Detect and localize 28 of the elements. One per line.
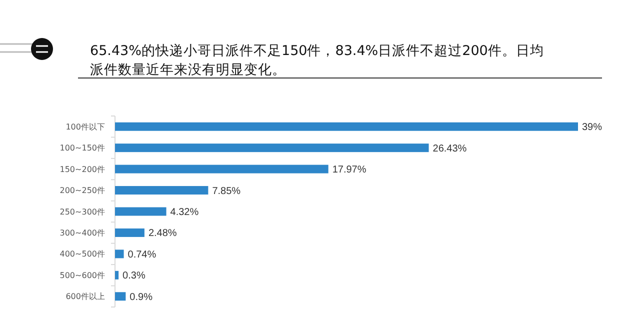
bar (115, 207, 166, 216)
data-label: 2.48% (148, 228, 177, 240)
data-label: 0.9% (130, 292, 153, 303)
data-label: 4.32% (170, 207, 199, 218)
y-tick-label: 200~250件 (60, 186, 105, 196)
data-label: 7.85% (212, 186, 241, 197)
bar (115, 270, 119, 280)
chart-title: 65.43%的快递小哥日派件不足150件，83.4%日派件不超过200件。日均派件数量近年来没有明显变化。 (90, 43, 544, 78)
y-tick-label: 300~400件 (60, 228, 105, 238)
y-tick-label: 400~500件 (60, 250, 105, 259)
data-label: 26.43% (432, 143, 467, 154)
bar (115, 122, 578, 131)
bar (115, 250, 124, 258)
bar (115, 228, 144, 237)
data-label: 0.3% (122, 270, 146, 282)
bar (115, 186, 208, 195)
y-tick-label: 250~300件 (60, 207, 105, 216)
data-label: 0.74% (128, 249, 156, 260)
bar (115, 144, 429, 152)
bar (115, 292, 126, 301)
y-tick-label: 100件以下 (66, 122, 105, 132)
data-label: 39% (582, 122, 602, 134)
y-tick-label: 500~600件 (60, 270, 105, 280)
y-tick-label: 100~150件 (60, 144, 105, 153)
data-label: 17.97% (332, 164, 366, 176)
y-tick-label: 150~200件 (60, 164, 105, 174)
bar (115, 164, 328, 174)
y-tick-label: 600件以上 (66, 292, 105, 302)
